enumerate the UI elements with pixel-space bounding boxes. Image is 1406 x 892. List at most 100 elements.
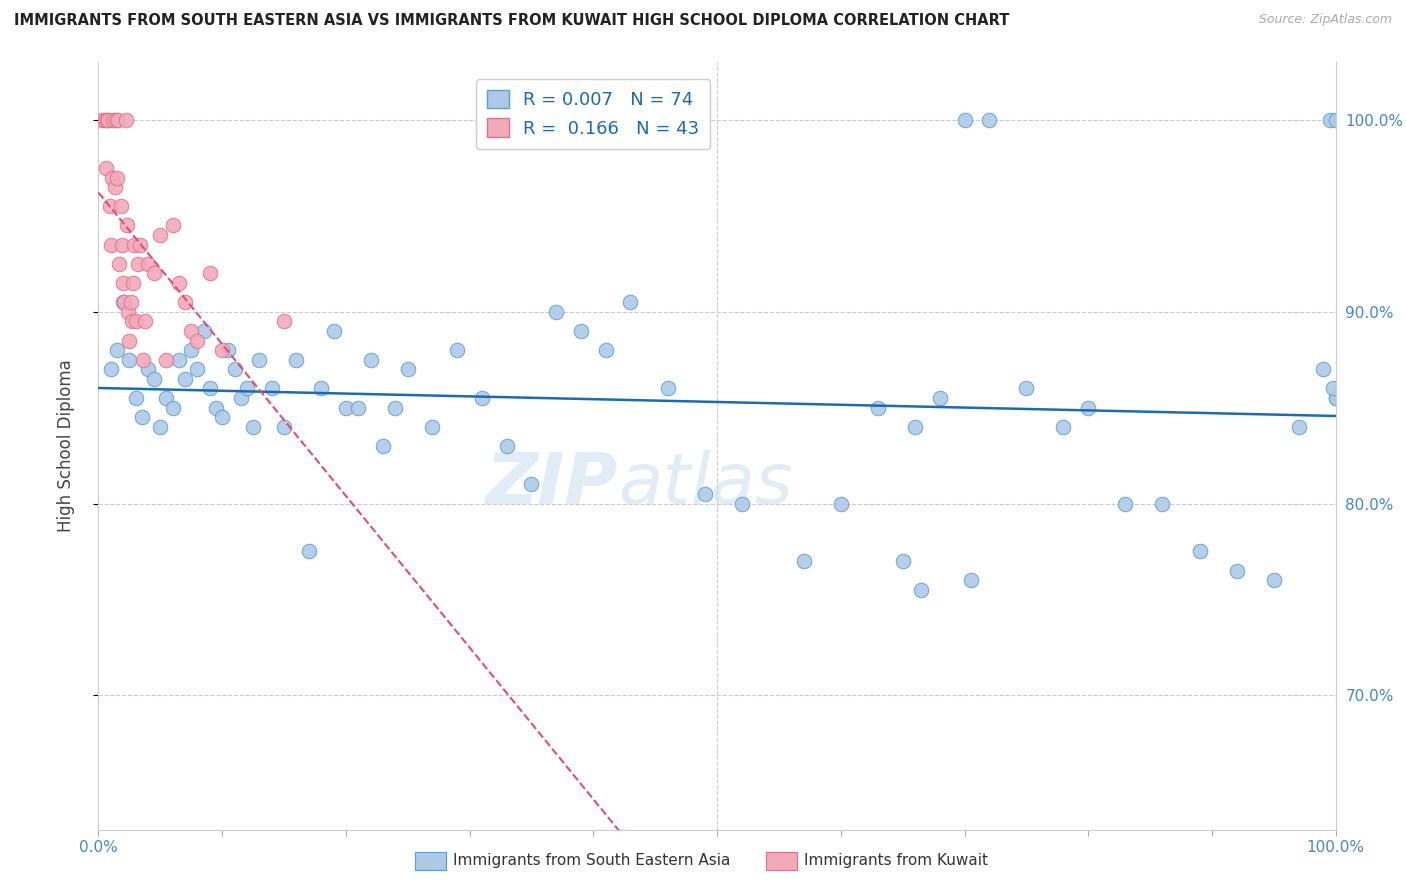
Point [446,343,468,357]
Point [242,419,264,434]
Point [793,554,815,568]
Text: ZIP: ZIP [486,450,619,519]
Point [167,276,190,290]
Point [891,554,914,568]
Point [520,477,543,491]
Point [186,334,208,348]
Point [211,410,233,425]
Point [132,352,155,367]
Point [1322,381,1344,395]
Point [866,401,889,415]
Point [904,419,927,434]
Point [657,381,679,395]
Point [471,391,494,405]
Point [94,161,117,175]
Point [273,419,295,434]
Point [117,304,139,318]
Point [953,112,976,127]
Point [229,391,252,405]
Point [118,352,141,367]
Point [495,439,517,453]
Point [149,227,172,242]
Point [174,372,197,386]
Point [236,381,259,395]
Point [118,334,141,348]
Point [127,257,149,271]
Point [335,401,357,415]
Point [180,324,202,338]
Point [260,381,283,395]
Point [224,362,246,376]
Point [1114,497,1136,511]
Point [100,362,122,376]
Point [103,112,125,127]
Point [928,391,950,405]
Point [104,112,127,127]
Point [285,352,308,367]
Point [1324,391,1347,405]
Point [198,381,221,395]
Point [122,276,145,290]
Point [97,112,120,127]
Point [91,112,114,127]
Point [114,112,136,127]
Point [105,170,128,185]
Point [309,381,332,395]
Point [107,112,129,127]
Text: Source: ZipAtlas.com: Source: ZipAtlas.com [1258,13,1392,27]
Text: IMMIGRANTS FROM SOUTH EASTERN ASIA VS IMMIGRANTS FROM KUWAIT HIGH SCHOOL DIPLOMA: IMMIGRANTS FROM SOUTH EASTERN ASIA VS IM… [14,13,1010,29]
Point [211,343,233,357]
Point [186,362,208,376]
Point [1152,497,1174,511]
Point [143,372,166,386]
Point [103,180,125,194]
Point [162,401,184,415]
Point [205,401,228,415]
Text: atlas: atlas [619,450,793,519]
Point [180,343,202,357]
Point [979,112,1001,127]
Point [124,314,146,328]
Point [120,295,142,310]
Point [830,497,852,511]
Point [1324,391,1347,405]
Point [910,582,932,597]
Point [129,237,152,252]
Point [1324,112,1347,127]
Point [167,352,190,367]
Point [731,497,754,511]
Point [136,257,159,271]
Point [93,112,115,127]
Point [121,314,143,328]
Point [112,276,135,290]
Point [105,343,128,357]
Point [108,257,131,271]
Point [396,362,419,376]
Point [360,352,382,367]
Point [546,304,568,318]
Point [124,391,146,405]
Y-axis label: High School Diploma: High School Diploma [56,359,75,533]
Point [1188,544,1211,558]
Point [143,266,166,280]
Point [155,352,177,367]
Point [1015,381,1038,395]
Point [96,112,118,127]
Text: Immigrants from Kuwait: Immigrants from Kuwait [804,854,988,868]
Point [112,295,135,310]
Point [569,324,592,338]
Point [115,219,138,233]
Point [110,199,132,213]
Point [1288,419,1310,434]
Point [371,439,394,453]
Point [217,343,239,357]
Point [1263,574,1285,588]
Point [1052,419,1074,434]
Point [595,343,617,357]
Point [101,170,124,185]
Point [198,266,221,280]
Point [247,352,270,367]
Point [174,295,197,310]
Point [298,544,321,558]
Point [1226,564,1249,578]
